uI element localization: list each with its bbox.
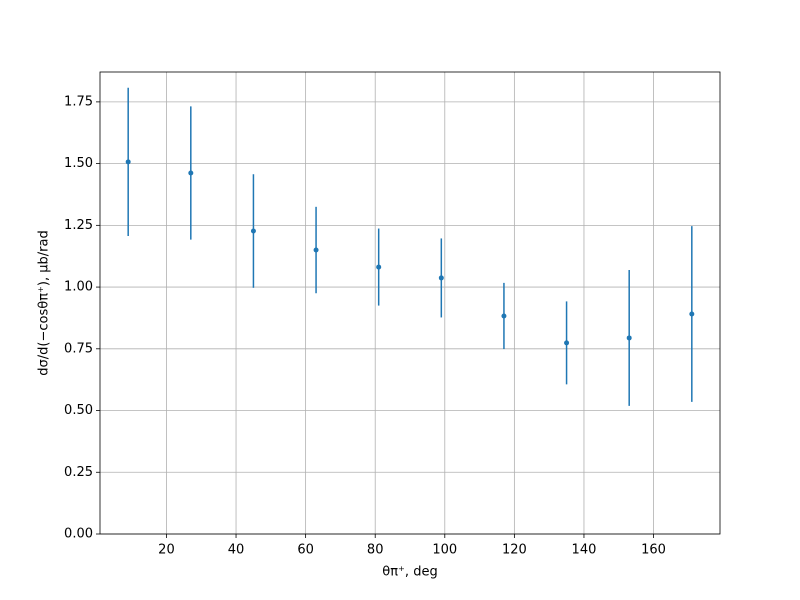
- grid: [100, 72, 720, 535]
- y-tick-label: 1.25: [64, 218, 93, 233]
- y-tick-label: 1.00: [64, 280, 93, 295]
- x-tick-label: 120: [502, 543, 527, 558]
- data-point: [564, 340, 570, 346]
- data-point: [188, 170, 194, 176]
- x-tick-label: 80: [367, 543, 384, 558]
- x-tick-label: 60: [297, 543, 314, 558]
- y-tick-label: 0.00: [64, 527, 93, 542]
- x-tick-label: 140: [572, 543, 597, 558]
- x-tick-label: 20: [158, 543, 175, 558]
- x-tick-label: 160: [641, 543, 666, 558]
- y-tick-label: 0.75: [64, 341, 93, 356]
- y-tick-label: 0.25: [64, 465, 93, 480]
- y-tick-label: 1.75: [64, 94, 93, 109]
- data-point: [313, 247, 319, 253]
- data-point: [376, 264, 382, 270]
- data-point: [438, 275, 444, 281]
- plot-marks: [125, 87, 695, 406]
- data-point: [125, 159, 131, 165]
- y-tick-label: 0.50: [64, 403, 93, 418]
- plot-frame: [99, 71, 721, 535]
- data-point: [689, 311, 695, 317]
- x-tick-label: 100: [432, 543, 457, 558]
- y-tick-label: 1.50: [64, 156, 93, 171]
- y-axis-label: dσ/d(−cosθπ⁺), μb/rad: [37, 230, 52, 375]
- data-point: [626, 335, 632, 341]
- x-axis-label: θπ⁺, deg: [382, 565, 437, 580]
- data-point: [501, 313, 507, 319]
- x-tick-label: 40: [228, 543, 245, 558]
- data-point: [250, 228, 256, 234]
